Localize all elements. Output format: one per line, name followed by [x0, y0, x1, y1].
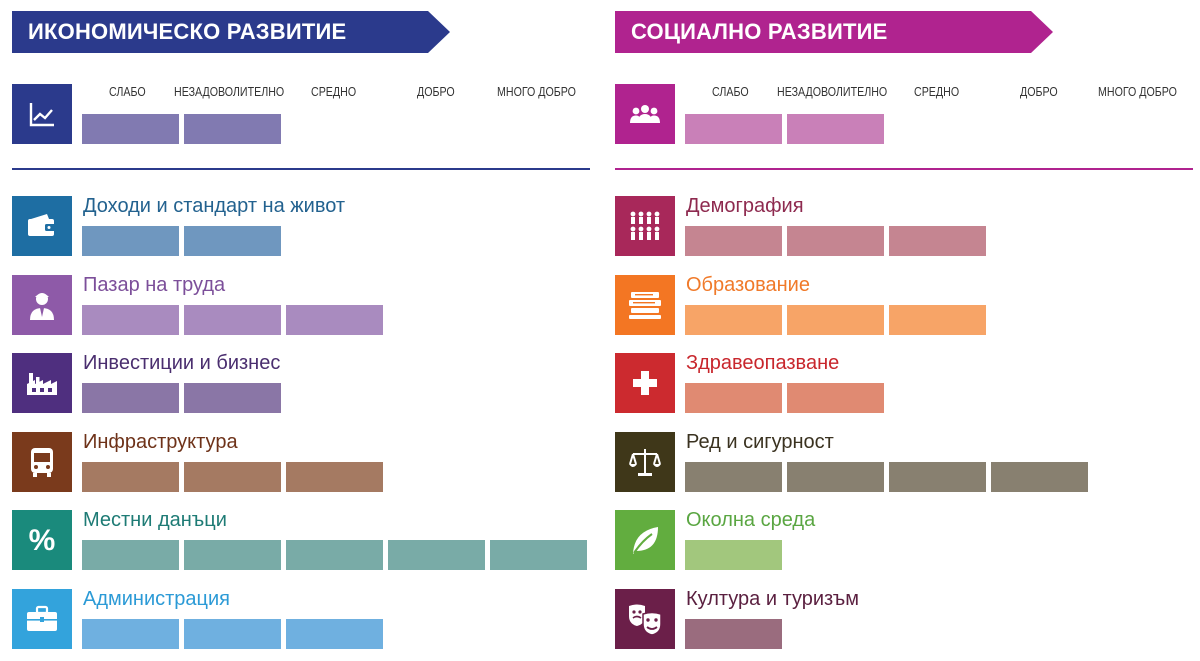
rating-bar-segment	[490, 540, 587, 570]
medical-cross-icon	[615, 353, 675, 413]
factory-icon	[12, 353, 72, 413]
rating-bar-segment	[82, 304, 179, 335]
indicator-row: Култура и туризъм	[615, 587, 1193, 651]
rating-bar-segment	[685, 304, 782, 335]
rating-bar-segment	[184, 114, 281, 144]
indicator-label: Ред и сигурност	[686, 430, 834, 453]
economic-scale-labels: СЛАБО НЕЗАДОВОЛИТЕЛНО СРЕДНО ДОБРО МНОГО…	[82, 84, 592, 102]
indicator-row: Доходи и стандарт на живот	[12, 195, 590, 258]
rating-bar-segment	[991, 461, 1088, 492]
economic-divider	[12, 168, 590, 170]
briefcase-icon	[12, 588, 72, 649]
rating-bar-segment	[388, 540, 485, 570]
rating-bar-segment	[184, 618, 281, 649]
rating-bar-segment	[184, 304, 281, 335]
indicator-label: Местни данъци	[83, 509, 227, 531]
scale-label-weak: СЛАБО	[712, 84, 749, 99]
line-chart-icon	[12, 84, 72, 144]
rating-bar-segment	[685, 226, 782, 256]
scale-label-good: ДОБРО	[417, 84, 455, 99]
indicator-label: Инвестиции и бизнес	[83, 352, 281, 374]
rating-bar-segment	[889, 304, 986, 335]
rating-bar-segment	[82, 618, 179, 649]
indicator-row: Администрация	[12, 587, 590, 651]
scale-label-average: СРЕДНО	[311, 84, 357, 99]
indicator-label: Здравеопазване	[686, 352, 840, 374]
rating-bar-segment	[82, 540, 179, 570]
social-divider	[615, 168, 1193, 170]
rating-bar-segment	[184, 461, 281, 492]
people-icon	[615, 84, 675, 144]
indicator-row: Ред и сигурност	[615, 430, 1193, 494]
indicator-label: Образование	[686, 273, 810, 296]
rating-bar-segment	[889, 461, 986, 492]
indicator-row: Инфраструктура	[12, 430, 590, 494]
rating-bar-segment	[82, 461, 179, 492]
rating-bar-segment	[286, 304, 383, 335]
rating-bar-segment	[286, 461, 383, 492]
social-scale-labels: СЛАБО НЕЗАДОВОЛИТЕЛНО СРЕДНО ДОБРО МНОГО…	[685, 84, 1195, 102]
indicator-row: Инвестиции и бизнес	[12, 352, 590, 415]
indicator-label: Пазар на труда	[83, 273, 226, 296]
rating-bar-segment	[685, 114, 782, 144]
indicator-label: Доходи и стандарт на живот	[83, 195, 346, 217]
indicator-label: Околна среда	[686, 509, 816, 531]
indicator-label: Администрация	[83, 587, 231, 610]
indicator-row: % Местни данъци	[12, 509, 590, 572]
economic-banner: ИКОНОМИЧЕСКО РАЗВИТИЕ	[12, 11, 450, 53]
scale-label-unsatisfactory: НЕЗАДОВОЛИТЕЛНО	[174, 84, 285, 99]
rating-bar-segment	[787, 383, 884, 413]
rating-bar-segment	[184, 540, 281, 570]
rating-bar-segment	[286, 540, 383, 570]
scales-icon	[615, 431, 675, 492]
rating-bar-segment	[787, 461, 884, 492]
indicator-row: Демография	[615, 195, 1193, 258]
rating-bar-segment	[889, 226, 986, 256]
rating-bar-segment	[787, 114, 884, 144]
indicator-row: Околна среда	[615, 509, 1193, 572]
indicator-row: Здравеопазване	[615, 352, 1193, 415]
rating-bar-segment	[286, 618, 383, 649]
rating-bar-segment	[787, 304, 884, 335]
bus-icon	[12, 431, 72, 492]
social-banner: СОЦИАЛНО РАЗВИТИЕ	[615, 11, 1053, 53]
rating-bar-segment	[685, 461, 782, 492]
rating-bar-segment	[184, 383, 281, 413]
rating-bar-segment	[685, 540, 782, 570]
economic-title: ИКОНОМИЧЕСКО РАЗВИТИЕ	[28, 19, 347, 44]
indicator-label: Култура и туризъм	[686, 587, 860, 610]
books-icon	[615, 274, 675, 335]
indicator-label: Инфраструктура	[83, 430, 238, 453]
population-icon	[615, 196, 675, 256]
indicator-label: Демография	[686, 195, 804, 217]
scale-label-weak: СЛАБО	[109, 84, 146, 99]
rating-bar-segment	[184, 226, 281, 256]
scale-label-good: ДОБРО	[1020, 84, 1058, 99]
wallet-icon	[12, 196, 72, 256]
rating-bar-segment	[82, 226, 179, 256]
svg-text:%: %	[29, 524, 56, 557]
worker-icon	[12, 274, 72, 335]
economic-panel: ИКОНОМИЧЕСКО РАЗВИТИЕ СЛАБО НЕЗАДОВОЛИТЕ…	[12, 0, 590, 661]
social-panel: СОЦИАЛНО РАЗВИТИЕ СЛАБО НЕЗАДОВОЛИТЕЛНО …	[615, 0, 1193, 661]
rating-bar-segment	[685, 383, 782, 413]
scale-label-unsatisfactory: НЕЗАДОВОЛИТЕЛНО	[777, 84, 888, 99]
social-title: СОЦИАЛНО РАЗВИТИЕ	[631, 19, 888, 44]
indicator-row: Пазар на труда	[12, 273, 590, 337]
scale-label-very-good: МНОГО ДОБРО	[497, 84, 576, 99]
theater-masks-icon	[615, 588, 675, 649]
leaf-icon	[615, 510, 675, 570]
rating-bar-segment	[82, 383, 179, 413]
rating-bar-segment	[82, 114, 179, 144]
rating-bar-segment	[685, 618, 782, 649]
scale-label-very-good: МНОГО ДОБРО	[1098, 84, 1177, 99]
rating-bar-segment	[787, 226, 884, 256]
percent-icon: %	[12, 510, 72, 570]
scale-label-average: СРЕДНО	[914, 84, 960, 99]
indicator-row: Образование	[615, 273, 1193, 337]
